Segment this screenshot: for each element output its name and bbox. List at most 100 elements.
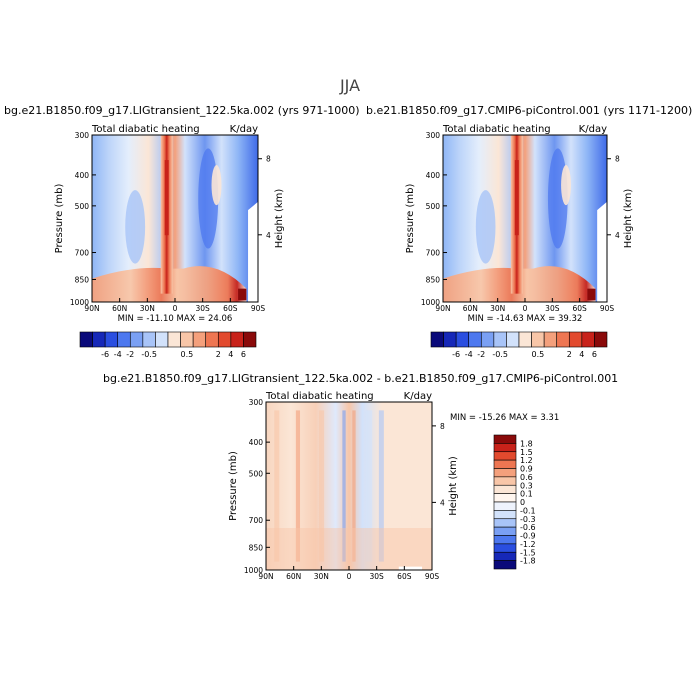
colorbar-swatch: [129, 331, 144, 348]
colorbar-swatch: [493, 501, 517, 511]
colorbar-swatch: [493, 468, 517, 478]
colorbar-swatch: [493, 443, 517, 453]
colorbar-swatch: [92, 331, 106, 348]
colorbar-label: -1.2: [520, 540, 536, 549]
y-right-tick-label: 8: [615, 155, 620, 164]
warm-lobe-sh: [561, 165, 571, 206]
min-max-stats: MIN = -11.10 MAX = 24.06: [118, 314, 233, 324]
y-tick-label: 400: [249, 438, 264, 447]
colorbar-label: 0.1: [520, 490, 533, 499]
y-axis-title: Pressure (mb): [228, 451, 239, 521]
y-right-axis-title: Height (km): [623, 189, 634, 249]
x-tick-label: 90N: [84, 304, 99, 313]
colorbar-label: 1.8: [520, 439, 533, 448]
panel-field-title: Total diabatic heating: [442, 124, 551, 135]
topography-mask: [597, 201, 607, 302]
y-tick-label: 700: [426, 249, 441, 258]
y-tick-label: 500: [426, 202, 441, 211]
y-right-tick-label: 8: [266, 155, 271, 164]
colorbar-swatch: [493, 560, 517, 570]
colorbar-swatch: [104, 331, 119, 348]
colorbar-swatch: [493, 451, 517, 461]
colorbar-label: 0.5: [180, 350, 193, 359]
x-tick-label: 0: [173, 304, 178, 313]
difference-band: [352, 410, 356, 562]
y-tick-label: 300: [75, 131, 90, 140]
difference-band: [319, 410, 325, 562]
cooling-lobe-nh: [125, 190, 146, 264]
difference-band: [365, 410, 373, 562]
colorbar-label: 2: [567, 350, 572, 359]
y-tick-label: 400: [75, 171, 90, 180]
colorbar-label: 6: [592, 350, 597, 359]
x-tick-label: 0: [523, 304, 528, 313]
colorbar-label: -0.5: [141, 350, 157, 359]
y-right-tick-label: 4: [266, 231, 271, 240]
x-tick-label: 90S: [425, 572, 440, 581]
colorbar-label: -1.5: [520, 548, 536, 557]
itcz-core: [164, 160, 169, 236]
colorbar-label: 0.6: [520, 473, 533, 482]
x-tick-label: 60N: [286, 572, 301, 581]
panel-field-title: Total diabatic heating: [91, 124, 200, 135]
heatmap-field: [266, 402, 432, 570]
y-axis-title: Pressure (mb): [54, 184, 65, 254]
colorbar-swatch: [493, 543, 517, 553]
y-tick-label: 400: [426, 171, 441, 180]
colorbar-swatch: [493, 459, 517, 469]
y-tick-label: 850: [249, 543, 264, 552]
x-tick-label: 30S: [545, 304, 560, 313]
colorbar-swatch: [493, 484, 517, 494]
y-tick-label: 850: [426, 275, 441, 284]
colorbar-label: 6: [241, 350, 246, 359]
x-tick-label: 90N: [258, 572, 273, 581]
y-tick-label: 500: [249, 469, 264, 478]
colorbar-label: -0.6: [520, 523, 536, 532]
x-tick-label: 60N: [463, 304, 478, 313]
colorbar-swatch: [531, 331, 545, 348]
x-tick-label: 60N: [112, 304, 127, 313]
colorbar-swatch: [581, 331, 595, 348]
colorbar-swatch: [556, 331, 570, 348]
x-tick-label: 90N: [435, 304, 450, 313]
colorbar-label: -4: [465, 350, 473, 359]
colorbar-label: -1.8: [520, 557, 536, 566]
y-right-tick-label: 4: [615, 231, 620, 240]
itcz-core: [514, 160, 519, 236]
colorbar-label: -2: [477, 350, 485, 359]
min-max-stats: MIN = -15.26 MAX = 3.31: [450, 413, 559, 423]
colorbar-swatch: [468, 331, 482, 348]
y-right-axis-title: Height (km): [274, 189, 285, 249]
x-tick-label: 60S: [397, 572, 412, 581]
y-tick-label: 500: [75, 202, 90, 211]
y-tick-label: 700: [249, 516, 264, 525]
colorbar-label: -4: [114, 350, 122, 359]
topography-mask: [248, 201, 258, 302]
colorbar-label: -2: [126, 350, 134, 359]
colorbar-swatch: [493, 331, 507, 348]
colorbar-swatch: [594, 331, 608, 348]
colorbar-swatch: [493, 493, 517, 503]
figure-title: JJA: [339, 76, 361, 95]
colorbar-swatch: [192, 331, 207, 348]
colorbar-label: -0.1: [520, 506, 536, 515]
colorbar-label: 1.2: [520, 456, 533, 465]
y-tick-label: 850: [75, 275, 90, 284]
y-right-axis-title: Height (km): [448, 456, 459, 516]
panel-3: Total diabatic heating K/day 90N 60N 30N 0 30S…: [228, 391, 559, 581]
y-axis-title: Pressure (mb): [405, 184, 416, 254]
y-tick-label: 1000: [70, 298, 89, 307]
surface-max-heating: [587, 288, 596, 301]
colorbar-label: 1.5: [520, 448, 533, 457]
colorbar-swatch: [180, 331, 194, 348]
colorbar-swatch: [167, 331, 181, 348]
panel1-case-title: bg.e21.B1850.f09_g17.LIGtransient_122.5k…: [4, 104, 360, 117]
colorbar-label: 0: [520, 498, 525, 507]
difference-band: [295, 410, 301, 562]
panel-2: Total diabatic heating K/day 90N 60N 30N 0 30S…: [405, 124, 634, 359]
difference-band: [342, 410, 346, 562]
x-tick-label: 90S: [251, 304, 266, 313]
panel-field-title: Total diabatic heating: [265, 391, 374, 402]
panel-1: Total diabatic heating K/day 90N 60N 30N 0 30S…: [54, 124, 285, 359]
